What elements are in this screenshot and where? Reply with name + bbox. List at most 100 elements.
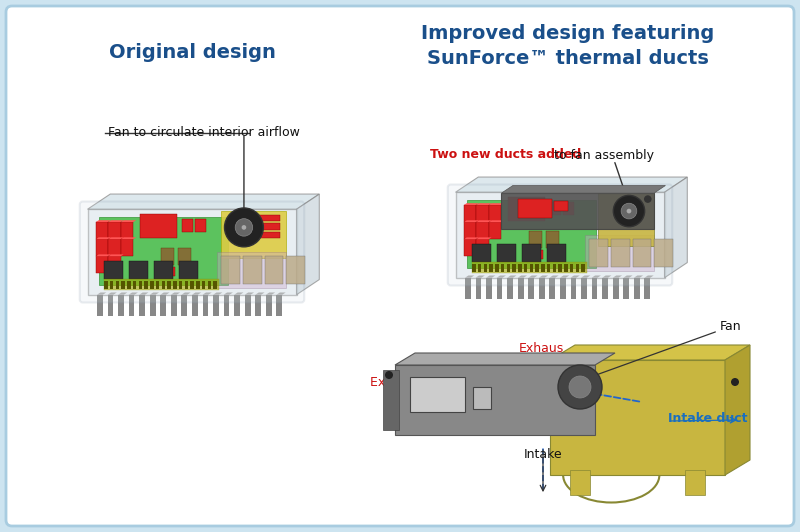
- Bar: [160, 295, 166, 315]
- Bar: [570, 264, 574, 271]
- Polygon shape: [395, 353, 615, 365]
- Bar: [122, 281, 125, 288]
- Polygon shape: [96, 220, 111, 222]
- Bar: [495, 264, 498, 271]
- Bar: [161, 248, 174, 265]
- Bar: [553, 264, 556, 271]
- Bar: [508, 197, 546, 221]
- Polygon shape: [464, 203, 479, 205]
- Bar: [564, 264, 568, 271]
- Bar: [547, 244, 566, 262]
- Polygon shape: [139, 293, 149, 295]
- Polygon shape: [634, 276, 643, 278]
- Bar: [539, 278, 545, 298]
- Polygon shape: [507, 276, 517, 278]
- Polygon shape: [550, 276, 558, 278]
- Bar: [582, 264, 585, 271]
- Bar: [182, 219, 193, 232]
- Bar: [185, 281, 188, 288]
- Bar: [383, 370, 399, 430]
- Circle shape: [621, 203, 637, 219]
- Bar: [138, 281, 142, 288]
- Bar: [464, 205, 476, 222]
- Bar: [513, 264, 516, 271]
- Bar: [477, 222, 489, 239]
- Polygon shape: [592, 276, 601, 278]
- Bar: [634, 278, 640, 298]
- Bar: [213, 295, 219, 315]
- Bar: [475, 278, 482, 298]
- Polygon shape: [477, 203, 491, 205]
- Bar: [217, 252, 286, 288]
- Bar: [502, 193, 654, 229]
- Bar: [286, 256, 305, 284]
- Bar: [243, 256, 262, 284]
- Bar: [534, 250, 543, 259]
- Bar: [245, 295, 250, 315]
- Polygon shape: [528, 276, 538, 278]
- Bar: [546, 231, 559, 248]
- Bar: [472, 244, 491, 262]
- Polygon shape: [645, 276, 654, 278]
- Bar: [104, 279, 219, 289]
- Polygon shape: [266, 293, 275, 295]
- Bar: [529, 231, 542, 248]
- Bar: [265, 256, 283, 284]
- Bar: [613, 278, 618, 298]
- Bar: [576, 264, 579, 271]
- Polygon shape: [297, 194, 319, 295]
- Circle shape: [558, 365, 602, 409]
- Bar: [478, 264, 482, 271]
- Polygon shape: [192, 293, 202, 295]
- Bar: [506, 264, 510, 271]
- Circle shape: [731, 378, 739, 386]
- Bar: [472, 264, 476, 271]
- Bar: [581, 278, 587, 298]
- FancyBboxPatch shape: [448, 185, 672, 286]
- Bar: [464, 239, 476, 256]
- Bar: [257, 231, 279, 238]
- Bar: [560, 278, 566, 298]
- Bar: [139, 295, 145, 315]
- Bar: [110, 281, 114, 288]
- Bar: [96, 222, 108, 239]
- Circle shape: [614, 195, 645, 227]
- Polygon shape: [464, 237, 479, 239]
- Bar: [222, 256, 240, 284]
- Bar: [190, 281, 194, 288]
- Bar: [486, 278, 492, 298]
- Text: Exhaus: Exhaus: [519, 342, 564, 354]
- Bar: [234, 295, 240, 315]
- Text: Fan to circulate interior airflow: Fan to circulate interior airflow: [108, 127, 300, 139]
- Polygon shape: [121, 237, 136, 239]
- Polygon shape: [550, 360, 725, 475]
- Bar: [277, 295, 282, 315]
- Text: Fan: Fan: [720, 320, 742, 334]
- Bar: [107, 295, 114, 315]
- Bar: [497, 278, 502, 298]
- Polygon shape: [107, 293, 117, 295]
- Polygon shape: [489, 220, 504, 222]
- Bar: [182, 295, 187, 315]
- Polygon shape: [623, 276, 633, 278]
- Bar: [592, 278, 598, 298]
- FancyBboxPatch shape: [6, 6, 794, 526]
- Bar: [550, 202, 561, 215]
- Bar: [202, 295, 208, 315]
- Bar: [109, 239, 121, 256]
- Text: Two new ducts added: Two new ducts added: [430, 148, 582, 162]
- Bar: [179, 281, 182, 288]
- Bar: [96, 239, 108, 256]
- Bar: [465, 278, 471, 298]
- Bar: [489, 205, 502, 222]
- Bar: [611, 239, 630, 267]
- Bar: [590, 239, 608, 267]
- Polygon shape: [725, 345, 750, 475]
- Bar: [501, 264, 505, 271]
- Polygon shape: [121, 220, 136, 222]
- Polygon shape: [224, 293, 233, 295]
- Circle shape: [569, 376, 591, 398]
- Bar: [192, 295, 198, 315]
- Bar: [127, 281, 130, 288]
- Polygon shape: [96, 237, 111, 239]
